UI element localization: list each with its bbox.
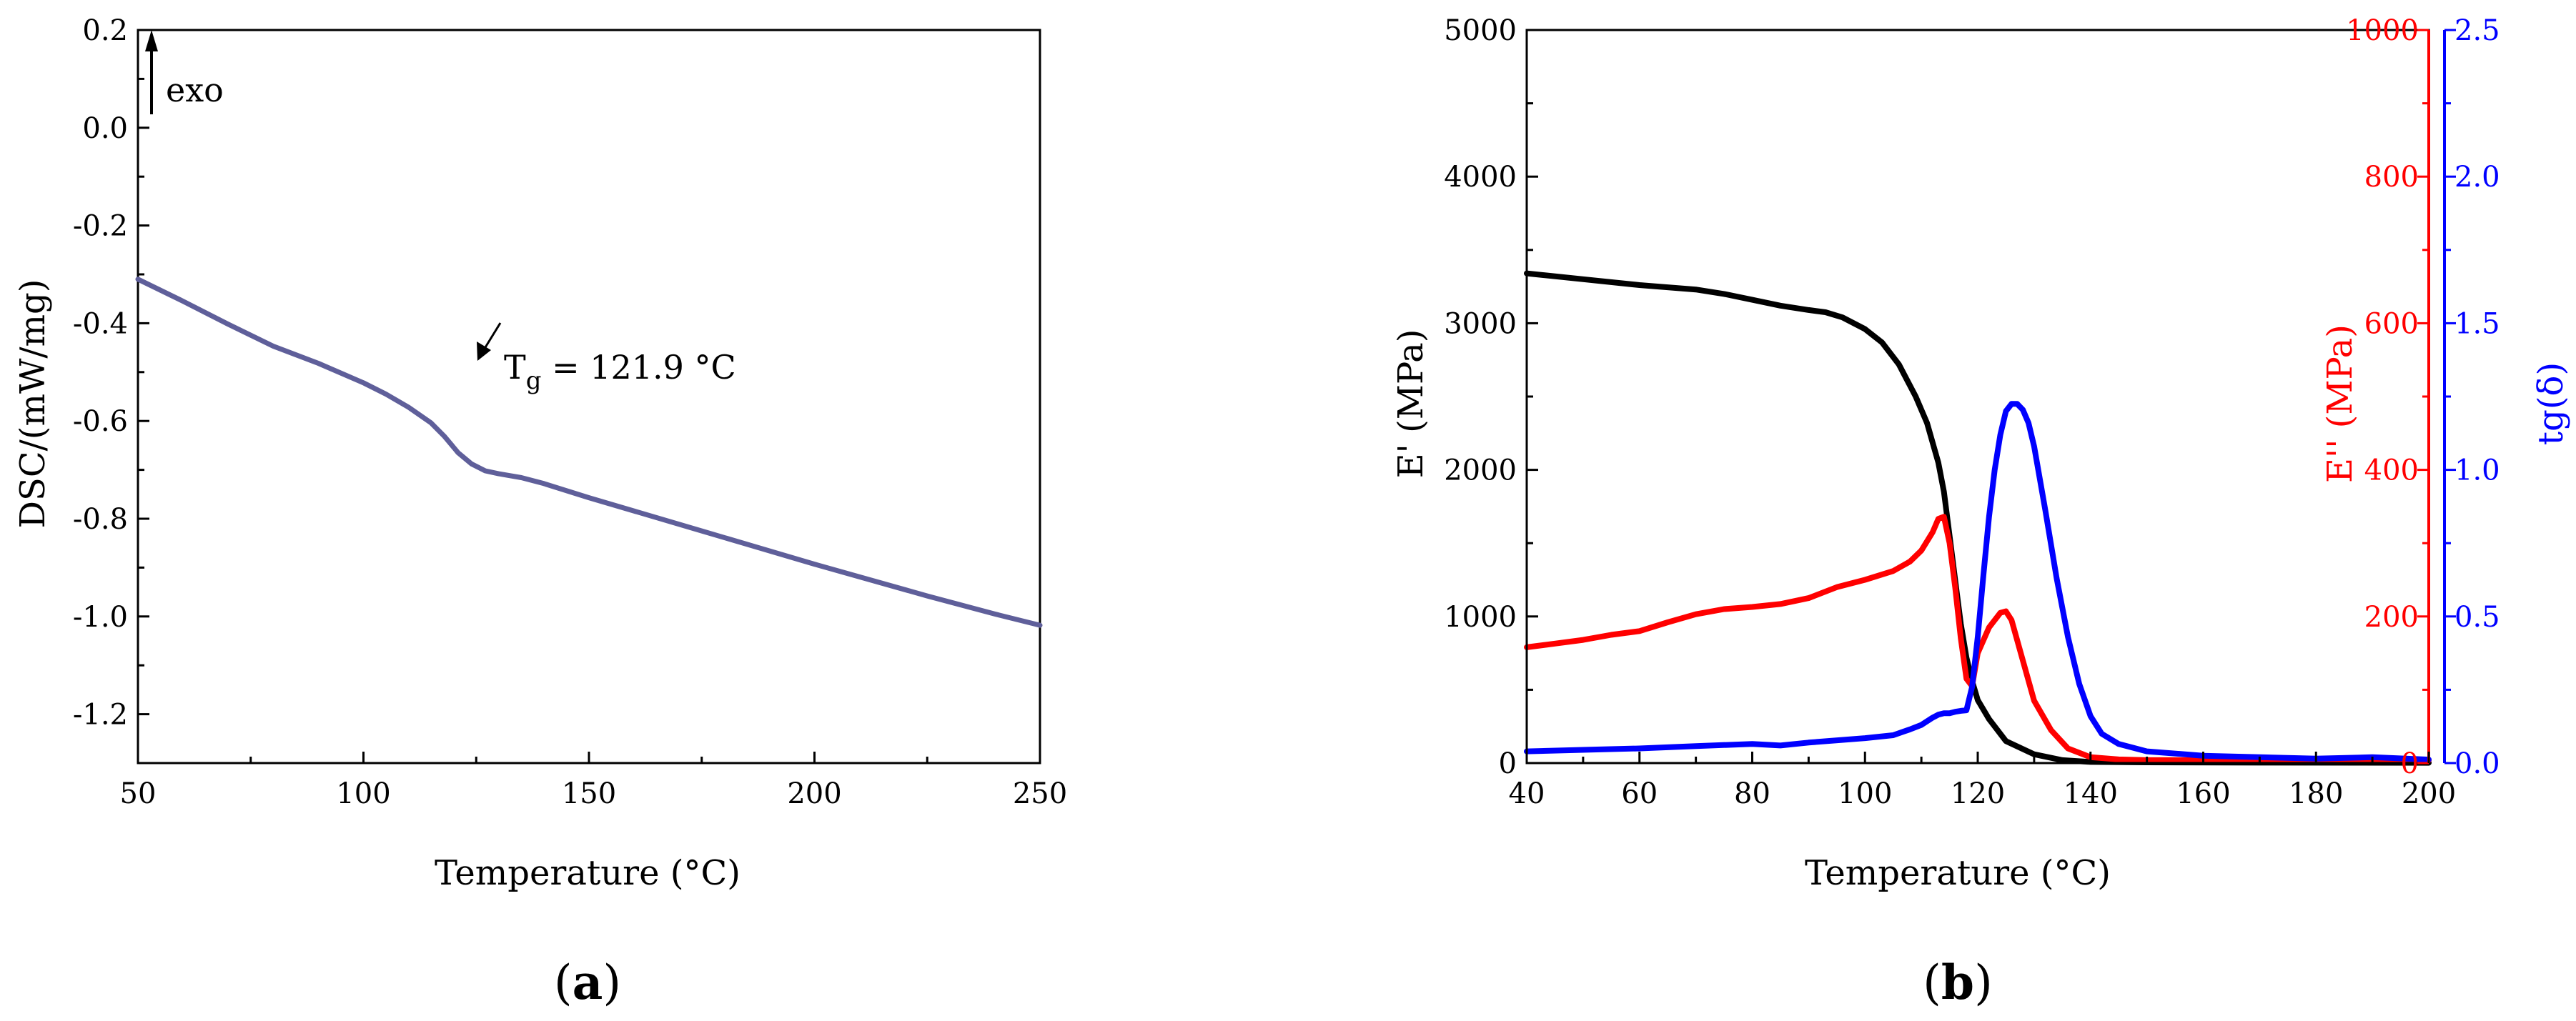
- dsc-y-tick-label: -0.8: [73, 503, 128, 536]
- dsc-x-tick-label: 150: [562, 777, 616, 810]
- dma-x-tick-label: 120: [1951, 777, 2005, 810]
- dsc-x-tick-label: 50: [120, 777, 157, 810]
- dsc-plot-frame: [137, 29, 1041, 764]
- storage-modulus-y-tick-label: 3000: [1444, 307, 1517, 340]
- dma-x-axis-label: Temperature (°C): [1805, 853, 2111, 893]
- tg-symbol: T: [504, 348, 526, 387]
- dsc-x-tick-label: 200: [787, 777, 841, 810]
- tg-subscript: g: [526, 367, 542, 395]
- panel-letter-b: b: [1941, 955, 1974, 1010]
- tg-arrow-line: [482, 322, 502, 352]
- storage-modulus-curve: [1524, 270, 2432, 766]
- dma-x-tick-label: 40: [1509, 777, 1545, 810]
- tg-value: = 121.9 °C: [541, 348, 735, 387]
- dma-x-tick-label: 60: [1621, 777, 1658, 810]
- dma-x-tick-label: 80: [1734, 777, 1770, 810]
- dsc-y-tick-label: -0.2: [73, 210, 128, 243]
- loss-modulus-y-tick-label: 600: [2364, 307, 2419, 340]
- panel-letter-a: a: [573, 955, 603, 1010]
- storage-modulus-axis-label: E' (MPa): [1391, 329, 1431, 479]
- dma-x-tick-label: 140: [2064, 777, 2118, 810]
- panel-label-a: (a): [554, 955, 621, 1010]
- storage-modulus-y-tick-label: 5000: [1444, 14, 1517, 47]
- tan-delta-axis-label: tg(δ): [2531, 362, 2571, 445]
- dsc-y-tick-label: -1.0: [73, 601, 128, 634]
- dsc-x-axis-label: Temperature (°C): [435, 853, 740, 893]
- loss-modulus-y-tick-label: 800: [2364, 161, 2419, 194]
- storage-modulus-y-tick-label: 0: [1499, 747, 1517, 780]
- dsc-curve: [135, 277, 1043, 628]
- tan-delta-y-tick-label: 0.5: [2454, 601, 2500, 634]
- dsc-y-tick-label: -0.4: [73, 307, 128, 340]
- dsc-y-axis-label: DSC/(mW/mg): [13, 279, 53, 529]
- dsc-panel: 0.2 0.0 -0.2 -0.4 -0.6 -0.8 -1.0 -1.2 50 100 150 2…: [13, 14, 1067, 1010]
- dma-x-tick-label: 100: [1838, 777, 1892, 810]
- dsc-x-tick-label: 100: [336, 777, 390, 810]
- tan-delta-curve: [1524, 401, 2432, 763]
- storage-modulus-y-tick-label: 2000: [1444, 454, 1517, 487]
- storage-modulus-y-tick-label: 4000: [1444, 161, 1517, 194]
- dma-x-tick-label: 200: [2402, 777, 2456, 810]
- loss-modulus-axis-label: E'' (MPa): [2320, 324, 2360, 483]
- tg-arrow-head-icon: [477, 342, 491, 361]
- storage-modulus-y-tick-label: 1000: [1444, 601, 1517, 634]
- dsc-y-tick-label: 0.0: [82, 112, 128, 145]
- tan-delta-y-tick-label: 2.5: [2454, 14, 2500, 47]
- dsc-y-tick-label: 0.2: [82, 14, 128, 47]
- tan-delta-y-tick-label: 1.5: [2454, 307, 2500, 340]
- dma-x-tick-label: 180: [2289, 777, 2343, 810]
- exo-label: exo: [166, 71, 224, 109]
- panel-label-b: (b): [1923, 955, 1993, 1010]
- loss-modulus-y-tick-label: 200: [2364, 601, 2419, 634]
- dsc-x-tick-label: 250: [1013, 777, 1067, 810]
- exo-arrow-head-icon: [145, 30, 158, 51]
- dsc-y-tick-label: -1.2: [73, 699, 128, 732]
- loss-modulus-y-tick-label: 0: [2401, 747, 2419, 780]
- loss-modulus-curve: [1524, 514, 2432, 763]
- dma-x-tick-label: 160: [2176, 777, 2230, 810]
- tg-annotation: Tg = 121.9 °C: [504, 348, 736, 395]
- loss-modulus-y-tick-label: 1000: [2346, 14, 2419, 47]
- loss-modulus-y-tick-label: 400: [2364, 454, 2419, 487]
- tan-delta-y-tick-label: 2.0: [2454, 161, 2500, 194]
- tan-delta-y-tick-label: 0.0: [2454, 747, 2500, 780]
- dsc-y-tick-label: -0.6: [73, 405, 128, 438]
- tan-delta-y-tick-label: 1.0: [2454, 454, 2500, 487]
